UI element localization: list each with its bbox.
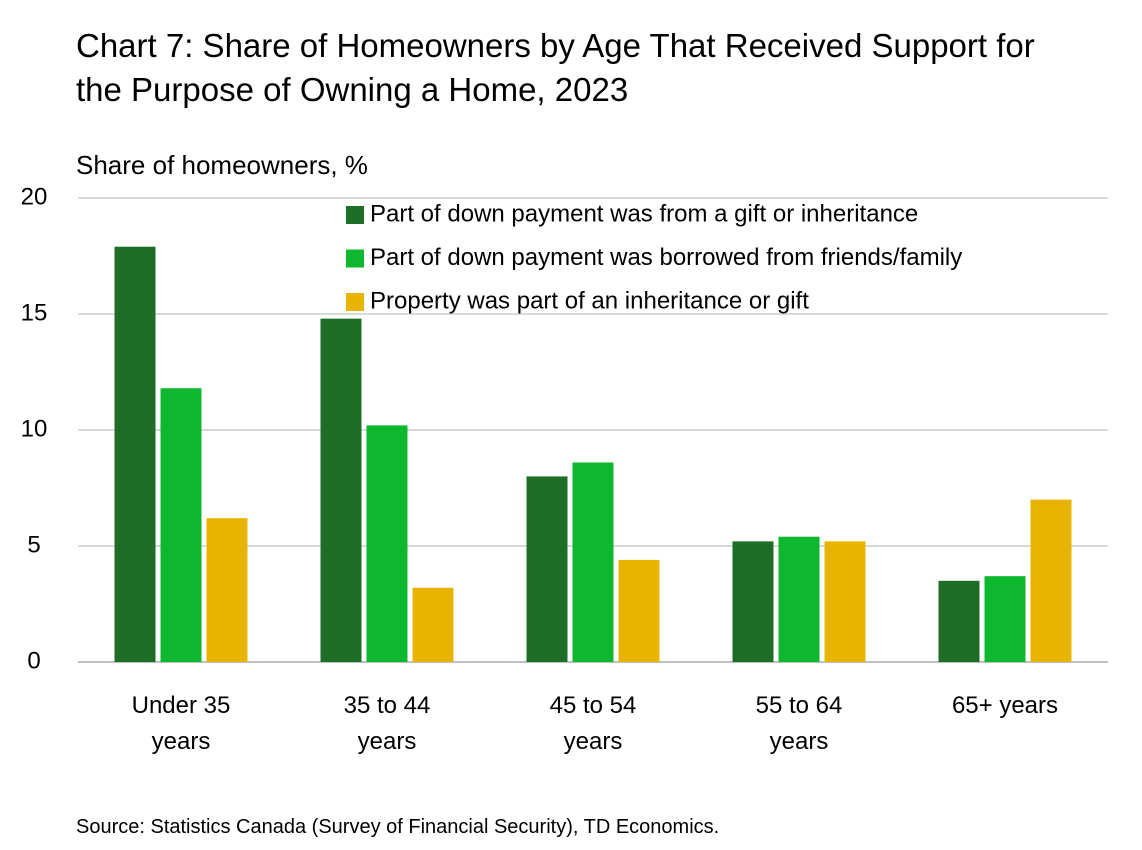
legend-label: Part of down payment was from a gift or …	[370, 200, 918, 227]
y-tick-label: 0	[27, 647, 40, 674]
legend-label: Property was part of an inheritance or g…	[370, 287, 809, 314]
y-tick-label: 5	[27, 531, 40, 558]
bar	[366, 425, 408, 662]
y-tick-label: 15	[21, 299, 48, 326]
bar	[778, 536, 820, 662]
bar	[160, 388, 202, 662]
x-tick-label: 55 to 64 years	[755, 692, 843, 755]
bar	[938, 580, 980, 662]
bar	[320, 318, 362, 662]
bar	[114, 246, 156, 662]
y-axis-label: Share of homeowners, %	[76, 150, 368, 180]
y-tick-label: 10	[21, 415, 48, 442]
bar	[824, 541, 866, 662]
x-tick-label: Under 35 years	[131, 692, 231, 755]
x-tick-label: 65+ years	[951, 692, 1059, 719]
legend-swatch	[346, 206, 364, 224]
source-note: Source: Statistics Canada (Survey of Fin…	[76, 816, 720, 838]
y-tick-label: 20	[21, 183, 48, 210]
bar	[572, 462, 614, 662]
bar	[206, 518, 248, 662]
bar	[618, 559, 660, 662]
legend-label: Part of down payment was borrowed from f…	[370, 244, 962, 271]
x-tick-label: 35 to 44 years	[343, 692, 431, 755]
bar	[1030, 499, 1072, 662]
legend-swatch	[346, 249, 364, 268]
bar	[526, 476, 568, 662]
bar	[732, 541, 774, 662]
legend-swatch	[346, 293, 364, 311]
x-tick-label: 45 to 54 years	[549, 692, 637, 755]
bar	[412, 587, 454, 662]
bar	[984, 576, 1026, 662]
chart-title: Chart 7: Share of Homeowners by Age That…	[76, 27, 1035, 108]
